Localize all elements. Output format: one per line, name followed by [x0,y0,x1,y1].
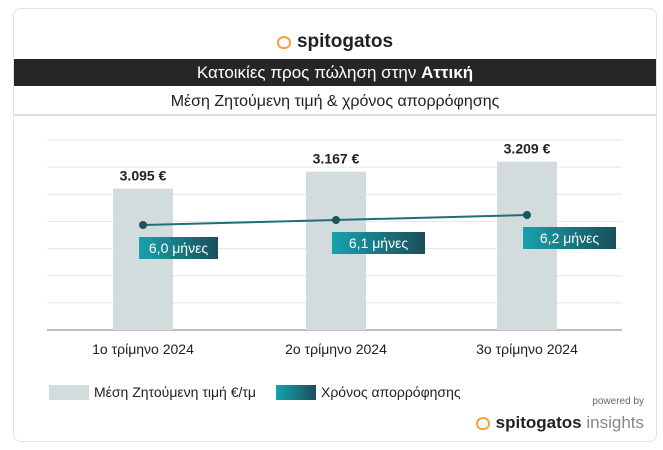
legend-swatch-bar [49,384,89,400]
brand-logo: spitogatos [14,31,656,53]
title-bar: Κατοικίες προς πώληση στην Αττική [14,59,656,86]
title-text: Κατοικίες προς πώληση στην [196,63,417,82]
legend-label: Μέση Ζητούμενη τιμή €/τμ [94,384,256,400]
subtitle: Μέση Ζητούμενη τιμή & χρόνος απορρόφησης [14,90,656,116]
legend-swatch-line [276,384,316,400]
insights-logo: spitogatos insights [475,413,644,433]
cat-icon [276,36,291,49]
legend-line: Χρόνος απορρόφησης [276,384,461,400]
title-region: Αττική [421,63,474,82]
line-value-label: 6,0 μήνες [149,240,208,256]
line-value-pill [139,237,218,259]
line-value-pill [332,232,425,254]
line-value-label: 6,2 μήνες [540,230,599,246]
insights-suffix: insights [586,413,644,432]
bar-value-label: 3.167 € [313,151,360,167]
brand-name: spitogatos [296,31,394,52]
x-tick-label: 1ο τρίμηνο 2024 [92,341,194,357]
powered-by: powered by [592,396,644,407]
legend-bar: Μέση Ζητούμενη τιμή €/τμ [49,384,256,400]
line-point [332,216,340,224]
line-value-pill [523,227,616,249]
bar-value-label: 3.095 € [120,168,167,184]
bar-value-label: 3.209 € [504,141,551,157]
line-point [139,221,147,229]
x-tick-label: 2ο τρίμηνο 2024 [285,341,387,357]
insights-brand: spitogatos [495,413,582,432]
line-point [523,211,531,219]
legend-label: Χρόνος απορρόφησης [321,384,461,400]
x-tick-label: 3ο τρίμηνο 2024 [476,341,578,357]
cat-icon [475,417,490,430]
line-value-label: 6,1 μήνες [349,235,408,251]
bar [113,188,173,330]
